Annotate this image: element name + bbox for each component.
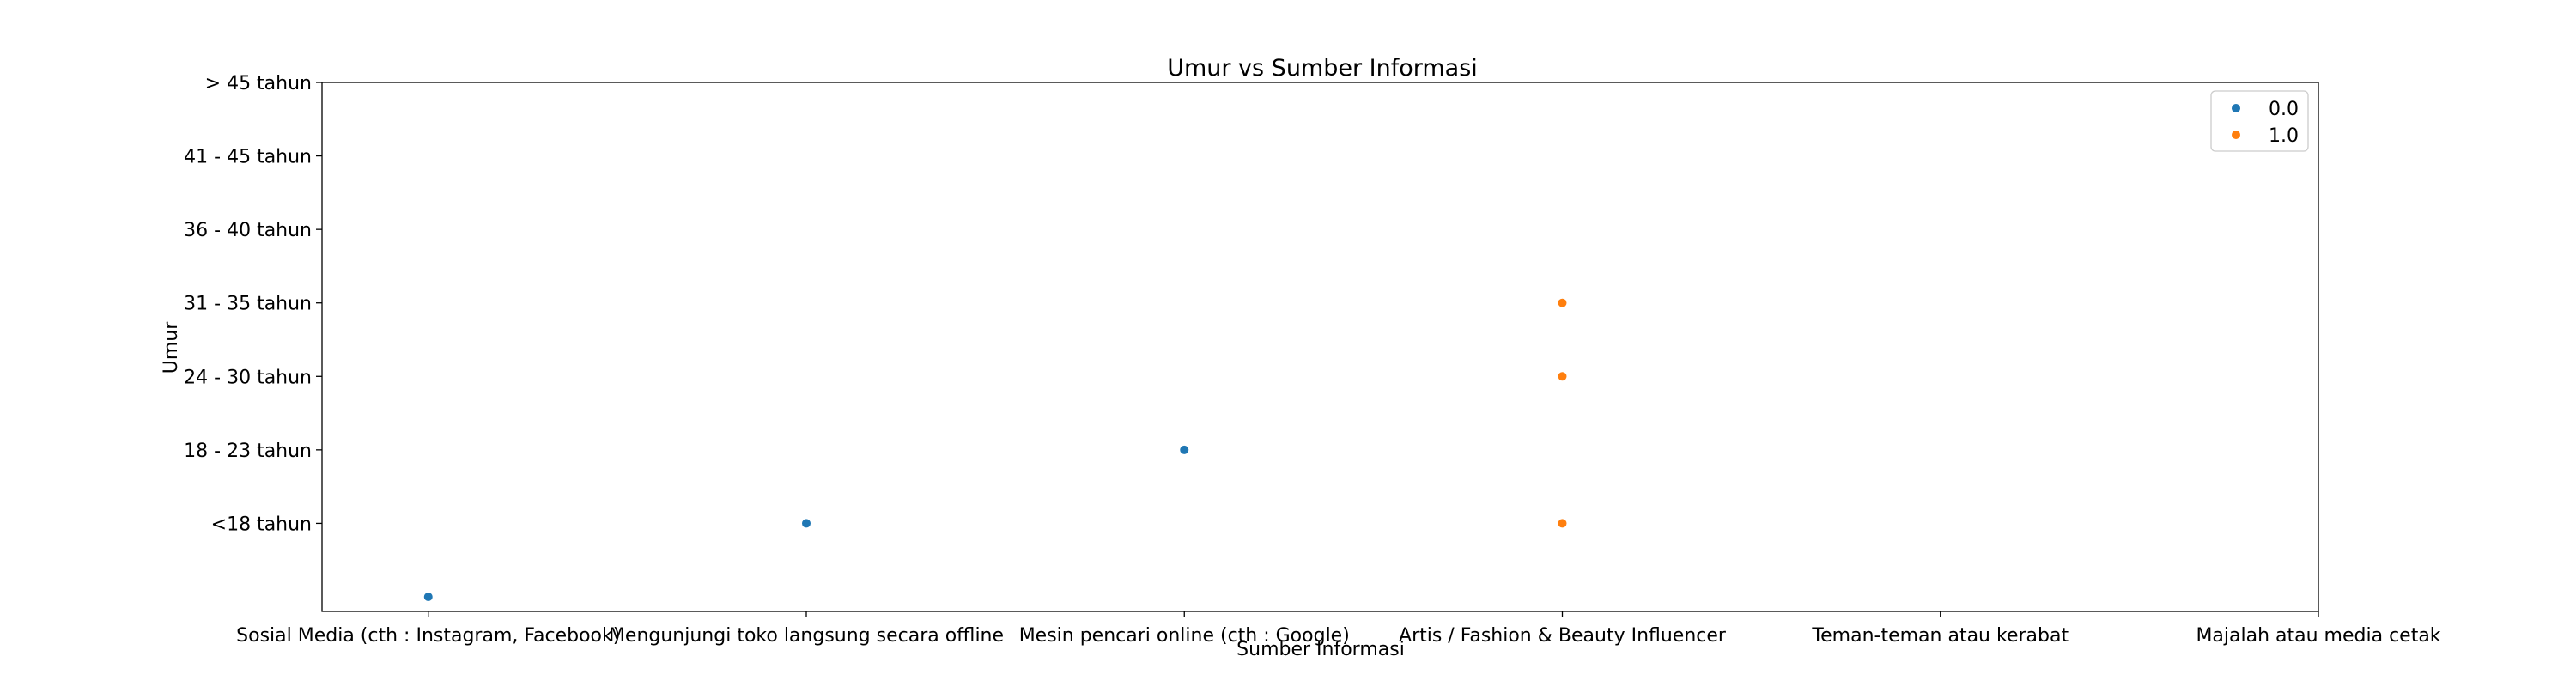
legend-marker — [2232, 104, 2240, 112]
x-tick-label: Mesin pencari online (cth : Google) — [1019, 625, 1350, 647]
y-tick-label: > 45 tahun — [205, 73, 312, 94]
plot-area: Sosial Media (cth : Instagram, Facebook)… — [184, 73, 2441, 647]
x-axis-label: Sumber Informasi — [1236, 639, 1405, 660]
legend-label: 1.0 — [2269, 125, 2299, 147]
data-point — [1558, 298, 1567, 307]
data-point — [1558, 519, 1567, 528]
x-tick-label: Sosial Media (cth : Instagram, Facebook) — [236, 625, 620, 647]
x-tick-label: Artis / Fashion & Beauty Influencer — [1399, 625, 1727, 647]
y-tick-label: 36 - 40 tahun — [184, 220, 312, 241]
data-point — [1558, 372, 1567, 381]
x-tick-label: Majalah atau media cetak — [2196, 625, 2440, 647]
data-point — [423, 593, 433, 601]
legend-marker — [2232, 131, 2240, 139]
y-tick-label: <18 tahun — [211, 514, 312, 535]
y-tick-label: 24 - 30 tahun — [184, 367, 312, 388]
axes-frame — [321, 82, 2319, 612]
data-point — [1180, 445, 1189, 454]
legend-label: 0.0 — [2269, 99, 2299, 120]
data-point — [802, 519, 811, 528]
y-tick-label: 31 - 35 tahun — [184, 294, 312, 315]
y-axis-label: Umur — [161, 321, 182, 374]
y-tick-label: 18 - 23 tahun — [184, 441, 312, 462]
x-tick-label: Teman-teman atau kerabat — [1811, 625, 2069, 647]
legend: 0.01.0 — [2210, 90, 2309, 152]
y-tick-label: 41 - 45 tahun — [184, 147, 312, 168]
x-tick-label: Mengunjungi toko langsung secara offline — [609, 625, 1004, 647]
chart-title: Umur vs Sumber Informasi — [1167, 55, 1478, 82]
